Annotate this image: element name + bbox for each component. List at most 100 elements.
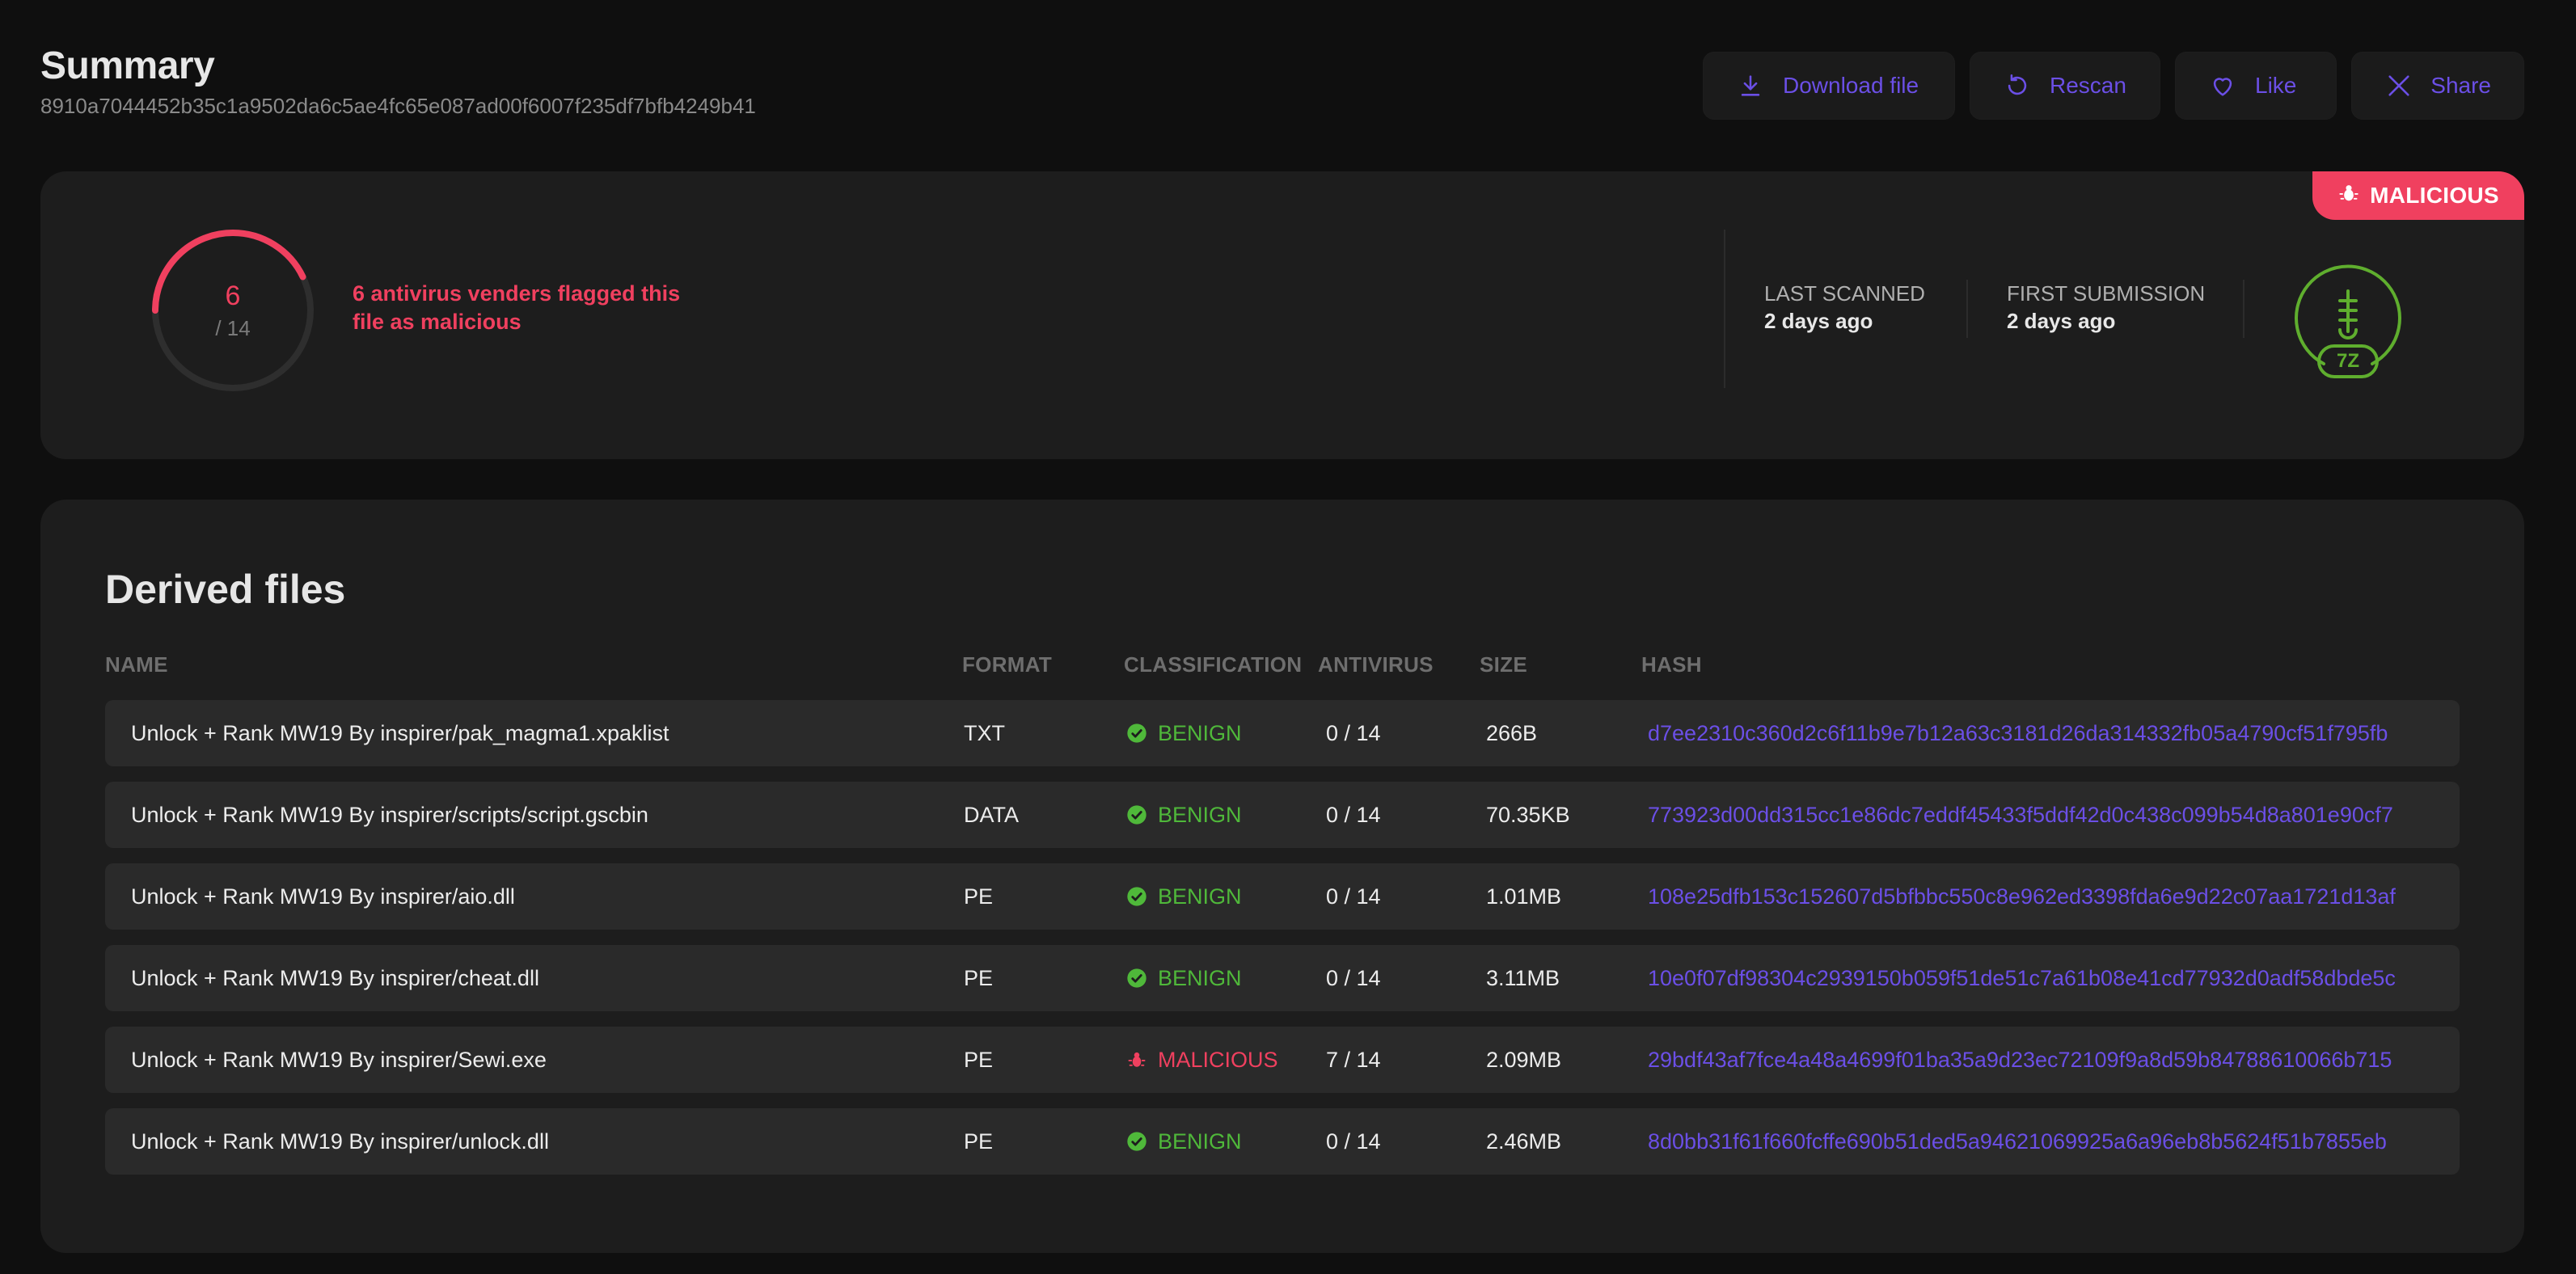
- share-label: Share: [2430, 73, 2491, 98]
- column-header-antivirus[interactable]: ANTIVIRUS: [1318, 652, 1434, 677]
- detection-message: 6 antivirus venders flagged this file as…: [353, 281, 681, 334]
- column-header-hash[interactable]: HASH: [1641, 652, 1702, 677]
- check-circle-icon: [1125, 722, 1148, 745]
- classification-badge: BENIGN: [1125, 700, 1242, 766]
- detection-score-ring: 6 / 14: [149, 226, 317, 394]
- column-header-classification[interactable]: CLASSIFICATION: [1124, 652, 1303, 677]
- classification-label: BENIGN: [1158, 720, 1242, 745]
- divider: [1724, 230, 1725, 388]
- file-hash-link[interactable]: 773923d00dd315cc1e86dc7eddf45433f5ddf42d…: [1648, 802, 2393, 827]
- classification-label: BENIGN: [1158, 802, 1242, 827]
- heart-icon: [2208, 71, 2237, 100]
- table-row[interactable]: Unlock + Rank MW19 By inspirer/cheat.dll…: [105, 945, 2460, 1011]
- file-format: DATA: [964, 802, 1020, 827]
- summary-header: Summary 8910a7044452b35c1a9502da6c5ae4fc…: [40, 42, 756, 120]
- file-format: PE: [964, 965, 994, 990]
- bug-icon: [2337, 182, 2360, 210]
- divider: [2243, 280, 2244, 338]
- last-scanned: LAST SCANNED 2 days ago: [1764, 280, 1925, 335]
- download-file-label: Download file: [1783, 73, 1919, 98]
- file-hash-link[interactable]: 10e0f07df98304c2939150b059f51de51c7a61b0…: [1648, 965, 2396, 990]
- share-button[interactable]: Share: [2351, 52, 2524, 120]
- file-name: Unlock + Rank MW19 By inspirer/unlock.dl…: [131, 1128, 549, 1154]
- check-circle-icon: [1125, 1130, 1148, 1153]
- column-header-format[interactable]: FORMAT: [962, 652, 1053, 677]
- first-submission-value: 2 days ago: [2007, 309, 2116, 333]
- download-file-button[interactable]: Download file: [1703, 52, 1955, 120]
- file-name: Unlock + Rank MW19 By inspirer/cheat.dll: [131, 965, 539, 990]
- file-name: Unlock + Rank MW19 By inspirer/pak_magma…: [131, 720, 669, 745]
- file-hash-link[interactable]: d7ee2310c360d2c6f11b9e7b12a63c3181d26da3…: [1648, 720, 2388, 745]
- rescan-label: Rescan: [2050, 73, 2126, 98]
- check-circle-icon: [1125, 967, 1148, 989]
- file-name: Unlock + Rank MW19 By inspirer/Sewi.exe: [131, 1047, 547, 1072]
- last-scanned-value: 2 days ago: [1764, 309, 1873, 333]
- file-size: 2.46MB: [1486, 1128, 1562, 1154]
- x-logo-icon: [2384, 71, 2413, 100]
- detection-summary-card: MALICIOUS 6 / 14 6 antivirus venders fla…: [40, 171, 2524, 459]
- derived-files-card: Derived files NAME FORMAT CLASSIFICATION…: [40, 500, 2524, 1253]
- action-toolbar: Download file Rescan Like Share: [1703, 52, 2524, 120]
- classification-label: MALICIOUS: [1158, 1047, 1278, 1072]
- classification-badge: MALICIOUS: [1125, 1027, 1278, 1093]
- page-title: Summary: [40, 44, 215, 87]
- antivirus-count: 0 / 14: [1326, 965, 1381, 990]
- classification-badge: BENIGN: [1125, 945, 1242, 1011]
- check-circle-icon: [1125, 804, 1148, 826]
- file-size: 3.11MB: [1486, 965, 1560, 990]
- file-hash[interactable]: 8910a7044452b35c1a9502da6c5ae4fc65e087ad…: [40, 94, 756, 118]
- file-hash-link[interactable]: 8d0bb31f61f660fcffe690b51ded5a9462106992…: [1648, 1128, 2387, 1154]
- antivirus-count: 0 / 14: [1326, 1128, 1381, 1154]
- verdict-badge: MALICIOUS: [2312, 171, 2524, 220]
- classification-label: BENIGN: [1158, 884, 1242, 909]
- table-row[interactable]: Unlock + Rank MW19 By inspirer/pak_magma…: [105, 700, 2460, 766]
- classification-label: BENIGN: [1158, 1128, 1242, 1154]
- file-name: Unlock + Rank MW19 By inspirer/aio.dll: [131, 884, 515, 909]
- table-row[interactable]: Unlock + Rank MW19 By inspirer/scripts/s…: [105, 782, 2460, 848]
- last-scanned-label: LAST SCANNED: [1764, 281, 1925, 306]
- first-submission: FIRST SUBMISSION 2 days ago: [2007, 280, 2205, 335]
- column-header-size[interactable]: SIZE: [1480, 652, 1527, 677]
- file-size: 2.09MB: [1486, 1047, 1562, 1072]
- download-icon: [1736, 71, 1765, 100]
- antivirus-count: 0 / 14: [1326, 802, 1381, 827]
- file-name: Unlock + Rank MW19 By inspirer/scripts/s…: [131, 802, 648, 827]
- rescan-icon: [2003, 71, 2032, 100]
- like-button[interactable]: Like: [2175, 52, 2337, 120]
- classification-badge: BENIGN: [1125, 782, 1242, 848]
- file-size: 1.01MB: [1486, 884, 1562, 909]
- derived-files-title: Derived files: [105, 567, 346, 612]
- file-format: PE: [964, 1047, 994, 1072]
- file-hash-link[interactable]: 29bdf43af7fce4a48a4699f01ba35a9d23ec7210…: [1648, 1047, 2392, 1072]
- classification-badge: BENIGN: [1125, 1108, 1242, 1175]
- antivirus-count: 0 / 14: [1326, 884, 1381, 909]
- like-label: Like: [2255, 73, 2297, 98]
- bug-icon: [1125, 1048, 1148, 1071]
- table-header: NAME FORMAT CLASSIFICATION ANTIVIRUS SIZ…: [105, 650, 2460, 679]
- file-format: TXT: [964, 720, 1005, 745]
- classification-badge: BENIGN: [1125, 863, 1242, 930]
- rescan-button[interactable]: Rescan: [1970, 52, 2160, 120]
- file-format: PE: [964, 1128, 994, 1154]
- total-engines: / 14: [215, 316, 251, 340]
- verdict-label: MALICIOUS: [2370, 183, 2499, 208]
- score-progress-arc: [152, 230, 314, 391]
- file-hash-link[interactable]: 108e25dfb153c152607d5bfbbc550c8e962ed339…: [1648, 884, 2396, 909]
- table-row[interactable]: Unlock + Rank MW19 By inspirer/aio.dll P…: [105, 863, 2460, 930]
- divider: [1966, 280, 1968, 338]
- derived-files-table: Unlock + Rank MW19 By inspirer/pak_magma…: [105, 700, 2460, 1190]
- antivirus-count: 7 / 14: [1326, 1047, 1381, 1072]
- file-size: 70.35KB: [1486, 802, 1570, 827]
- flagged-count: 6: [225, 281, 241, 311]
- classification-label: BENIGN: [1158, 965, 1242, 990]
- archive-file-icon: [2293, 262, 2403, 380]
- check-circle-icon: [1125, 885, 1148, 908]
- file-format: PE: [964, 884, 994, 909]
- first-submission-label: FIRST SUBMISSION: [2007, 281, 2206, 306]
- antivirus-count: 0 / 14: [1326, 720, 1381, 745]
- column-header-name[interactable]: NAME: [105, 652, 168, 677]
- file-size: 266B: [1486, 720, 1538, 745]
- table-row[interactable]: Unlock + Rank MW19 By inspirer/unlock.dl…: [105, 1108, 2460, 1175]
- table-row[interactable]: Unlock + Rank MW19 By inspirer/Sewi.exe …: [105, 1027, 2460, 1093]
- file-type-label: 7Z: [2336, 350, 2359, 372]
